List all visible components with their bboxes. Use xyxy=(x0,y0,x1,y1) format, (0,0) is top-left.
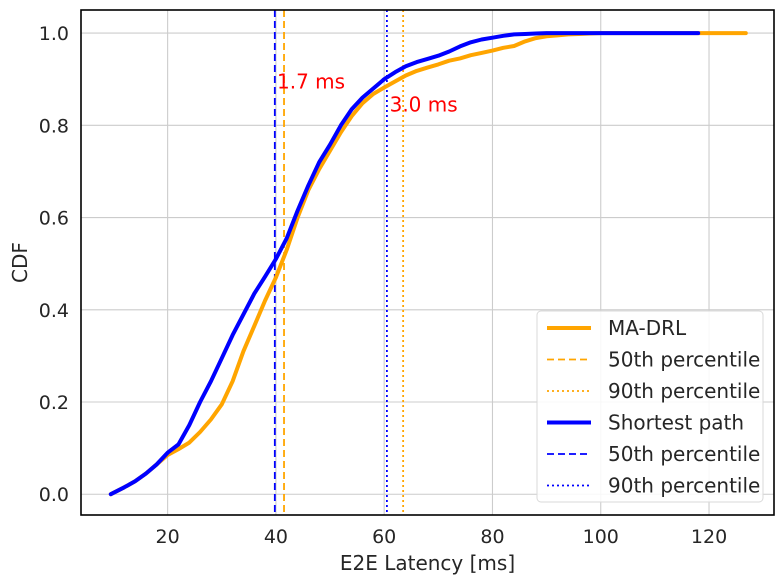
legend-box xyxy=(536,310,764,503)
x-axis-ticks: 20 40 60 80 100 120 xyxy=(156,526,728,548)
shortest-path-cdf-line xyxy=(108,31,701,497)
legend-label: 50th percentile xyxy=(608,348,760,372)
legend-label: 50th percentile xyxy=(608,442,760,466)
y-tick-label: 0.6 xyxy=(39,208,69,230)
latency-gap-annotation: 3.0 ms xyxy=(390,92,458,116)
x-axis-label: E2E Latency [ms] xyxy=(340,551,515,575)
legend-label: 90th percentile xyxy=(608,379,760,403)
x-tick-label: 60 xyxy=(372,526,396,548)
x-tick-label: 120 xyxy=(691,526,727,548)
y-tick-label: 0.2 xyxy=(39,392,69,414)
latency-gap-annotation: 1.7 ms xyxy=(277,69,345,93)
x-tick-label: 80 xyxy=(480,526,504,548)
cdf-curves xyxy=(108,31,748,497)
percentile-lines xyxy=(273,10,405,515)
y-axis-ticks: 0.0 0.2 0.4 0.6 0.8 1.0 xyxy=(39,23,69,506)
y-tick-label: 0.8 xyxy=(39,115,69,137)
legend-label: 90th percentile xyxy=(608,474,760,498)
x-tick-label: 100 xyxy=(583,526,619,548)
y-tick-label: 1.0 xyxy=(39,23,69,45)
legend-label: MA-DRL xyxy=(608,316,687,340)
x-tick-label: 40 xyxy=(264,526,288,548)
y-tick-label: 0.4 xyxy=(39,300,69,322)
annotations: 1.7 ms 3.0 ms xyxy=(277,69,458,116)
plot-frame xyxy=(80,9,775,516)
x-tick-label: 20 xyxy=(156,526,180,548)
y-axis-label: CDF xyxy=(8,242,32,283)
y-tick-label: 0.0 xyxy=(39,484,69,506)
legend-label: Shortest path xyxy=(608,411,744,435)
legend: MA-DRL 50th percentile 90th percentile Shor… xyxy=(536,310,764,503)
